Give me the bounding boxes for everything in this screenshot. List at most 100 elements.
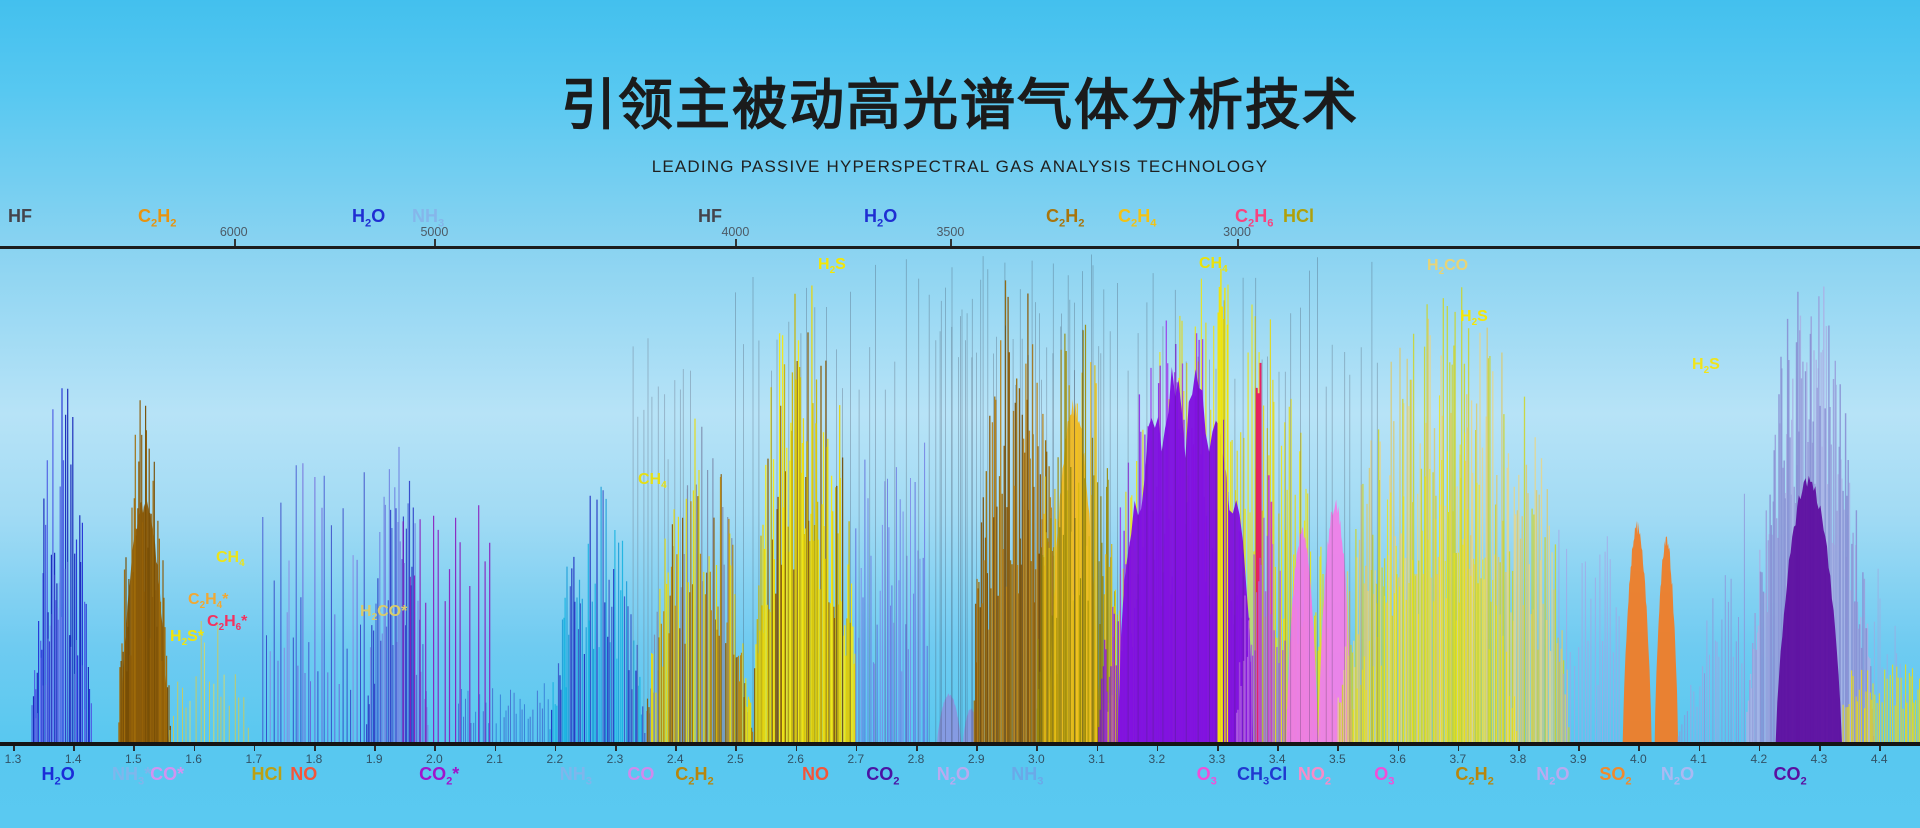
wavelength-label: 1.5 [125,752,142,766]
wavelength-label: 3.1 [1088,752,1105,766]
spectral-band-hairlines-2 [939,254,1105,742]
wavelength-label: 2.5 [727,752,744,766]
wavelength-label: 3.2 [1148,752,1166,766]
wavelength-tick [1518,746,1520,751]
wavelength-tick [1638,746,1640,751]
molecule-label-HCl: HCl [1283,206,1314,226]
gas-label-H2O: H2O [41,764,75,788]
wavelength-label: 1.6 [185,752,202,766]
spectral-band-C2H2-1.5 [118,400,171,742]
gas-label-NO: NO [801,764,829,784]
spectra-chart [31,254,1920,742]
wavenumber-label: 6000 [219,225,248,239]
wavelength-tick [916,746,918,751]
wavelength-tick [1217,746,1219,751]
spectral-band-weak-2.1 [458,683,549,742]
wavelength-tick [554,746,557,751]
page-subtitle: LEADING PASSIVE HYPERSPECTRAL GAS ANALYS… [651,157,1269,176]
wavelength-label: 3.9 [1569,752,1587,766]
wavelength-tick [1457,746,1460,751]
spectral-band-orchid-lines-3.37 [1236,480,1290,742]
molecule-label-C2H4: C2H4 [1118,206,1157,230]
wavelength-tick [735,746,737,751]
wavelength-tick [253,746,256,751]
molecule-label-C2H2: C2H2 [138,206,177,230]
spectral-band-hairlines [735,256,1378,742]
wavelength-label: 3.6 [1389,752,1406,766]
wavelength-label: 2.6 [787,752,804,766]
spectral-band-H2O-halo [35,561,88,742]
spectral-band-yellow-4.4 [1842,664,1920,742]
gas-label-HCl: HCl [251,764,283,784]
gas-label-C2H2: C2H2 [675,764,714,788]
spectral-band-yellow-3.65 [1353,395,1518,742]
spectral-band-CH4-1.6 [169,621,249,742]
spectral-band-H2O-CO2-1.8 [262,463,365,742]
spectral-band-SO2-hump-1 [1622,520,1652,742]
wavelength-label: 1.3 [4,752,22,766]
wavelength-label: 2.0 [426,752,443,766]
wavelength-label: 1.7 [245,752,263,766]
gas-label-N2O: N2O [1536,764,1570,788]
spectral-band-CO2-2.0 [402,505,491,742]
spectral-band-C2H2-CH4-2.45 [646,418,754,742]
molecule-label-C2H6: C2H6 [1235,206,1274,230]
wavelength-tick [193,746,196,751]
gas-label-CO2*: CO2* [419,764,460,788]
wavelength-tick [13,746,15,751]
gas-label-CH3Cl: CH3Cl [1237,764,1288,788]
page-title: 引领主被动高光谱气体分析技术 [560,74,1359,136]
spectral-band-CO-NH3-2.3 [549,486,646,742]
spectral-band-SO2-hump-2 [1654,536,1679,742]
gas-label-NH3: NH3 [1011,764,1044,788]
gas-label-CO: CO [627,764,655,784]
gas-label-N2O: N2O [936,764,970,788]
spectral-band-blue-2.75 [855,442,928,742]
spectral-band-khaki-3.7 [1337,287,1570,742]
wavelength-tick [133,746,135,751]
wavenumber-tick [735,239,738,246]
spectral-band-lavender-3.9 [1558,529,1620,742]
molecule-label-C2H2: C2H2 [1046,206,1085,230]
wavenumber-label: 5000 [420,225,449,239]
wavenumber-label: 3000 [1223,225,1251,239]
wavelength-tick [855,746,858,751]
spectral-band-bump-2.85 [937,693,962,742]
gas-label-O3: O3 [1196,764,1217,788]
wavelength-tick [1096,746,1099,751]
wavelength-label: 4.3 [1810,752,1828,766]
wavelength-tick [374,746,376,751]
spectral-band-amber-3.05 [1036,324,1118,742]
wavelength-tick [1156,746,1159,751]
spectral-band-CO2-4.28-solid [1775,475,1842,742]
gas-label-N2O: N2O [1660,764,1695,788]
wavenumber-tick [950,239,953,246]
molecule-label-H2O: H2O [352,206,386,230]
gas-label-SO2: SO2 [1599,764,1632,788]
wavelength-tick [1578,746,1580,751]
wavelength-tick [1879,746,1881,751]
spectral-band-lavender-4.1 [1677,493,1745,742]
wavenumber-label: 3500 [936,225,965,239]
wavelength-label: 1.9 [365,752,383,766]
wavenumber-label: 4000 [721,225,750,239]
wavelength-tick [1397,746,1400,751]
wavelength-label: 4.1 [1690,752,1707,766]
wavelength-label: 4.4 [1870,752,1888,766]
wavelength-label: 2.4 [666,752,684,766]
wavelength-tick [615,746,617,751]
wavelength-label: 3.3 [1208,752,1226,766]
wavelength-label: 3.8 [1509,752,1527,766]
wavelength-label: 3.4 [1268,752,1286,766]
wavelength-label: 3.0 [1028,752,1045,766]
wavelength-tick [494,746,497,751]
wavelength-tick [1337,746,1339,751]
top-axis-line [0,246,1920,249]
spectral-band-H2CO-1.9 [366,446,429,742]
wavelength-tick [795,746,798,751]
spectral-band-orchid-blob-3.44 [1286,527,1319,742]
wavelength-label: 3.5 [1329,752,1346,766]
wavelength-label: 2.2 [546,752,564,766]
wavenumber-tick [1237,239,1240,246]
wavelength-tick [1277,746,1279,751]
